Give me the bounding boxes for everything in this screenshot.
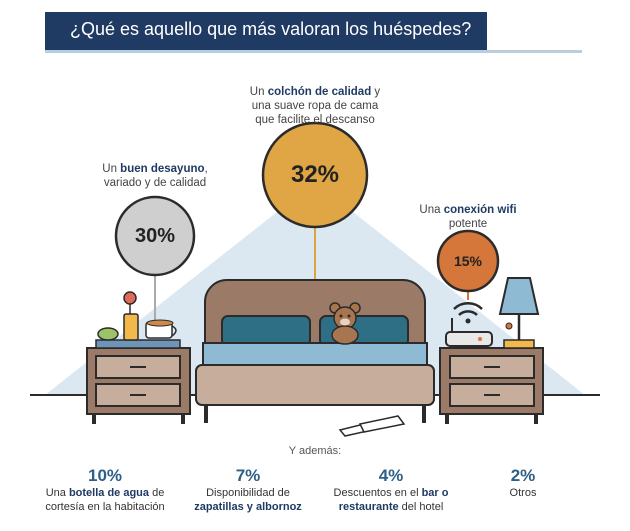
also-label: Y además: [288, 445, 342, 457]
extra-slippers-robe: 7% Disponibilidad de zapatillas y alborn… [183, 466, 313, 514]
teddy-bear-icon [329, 302, 361, 345]
lamp-icon [498, 277, 540, 349]
wifi-router-icon [445, 302, 493, 347]
extra-others: 2% Otros [478, 466, 568, 500]
page-title: ¿Qué es aquello que más valoran los hués… [70, 19, 472, 39]
caption-wifi: Una conexión wifi potente [419, 204, 517, 230]
title-underline [45, 50, 582, 53]
extra-value: 2% [510, 466, 536, 485]
nightstand-left-icon [86, 347, 191, 424]
caption-bed: Un colchón de calidad y una suave ropa d… [249, 86, 381, 126]
bubble-breakfast [114, 195, 196, 277]
breakfast-icon [95, 291, 181, 349]
caption-breakfast: Un buen desayuno, variado y de calidad [102, 163, 208, 189]
extra-label-line2: restaurante del hotel [338, 501, 444, 513]
bubble-wifi-value: 15% [453, 253, 483, 269]
extra-value: 10% [87, 466, 123, 485]
bubble-bed-value: 32% [290, 161, 340, 188]
extra-label-line1: Disponibilidad de [206, 487, 290, 499]
bubble-wifi [436, 229, 500, 293]
extra-label-line2: cortesía en la habitación [45, 501, 165, 513]
bed-icon [195, 279, 435, 423]
extra-bar-discount: 4% Descuentos en el bar o restaurante de… [316, 466, 466, 514]
slippers-icon [338, 415, 406, 437]
extra-label-line1: Descuentos en el bar o [333, 487, 449, 499]
title-bar [45, 12, 487, 50]
extra-value: 4% [378, 466, 404, 485]
extra-label-line1: Una botella de agua de [45, 487, 165, 499]
bubble-breakfast-value: 30% [134, 225, 176, 247]
extra-label-line1: Otros [509, 487, 537, 499]
extra-label-line2: zapatillas y albornoz [194, 501, 302, 513]
extra-water-bottle: 10% Una botella de agua de cortesía en l… [30, 466, 180, 514]
nightstand-right-icon [439, 347, 544, 424]
bubble-bed [261, 121, 369, 229]
extra-value: 7% [235, 466, 261, 485]
